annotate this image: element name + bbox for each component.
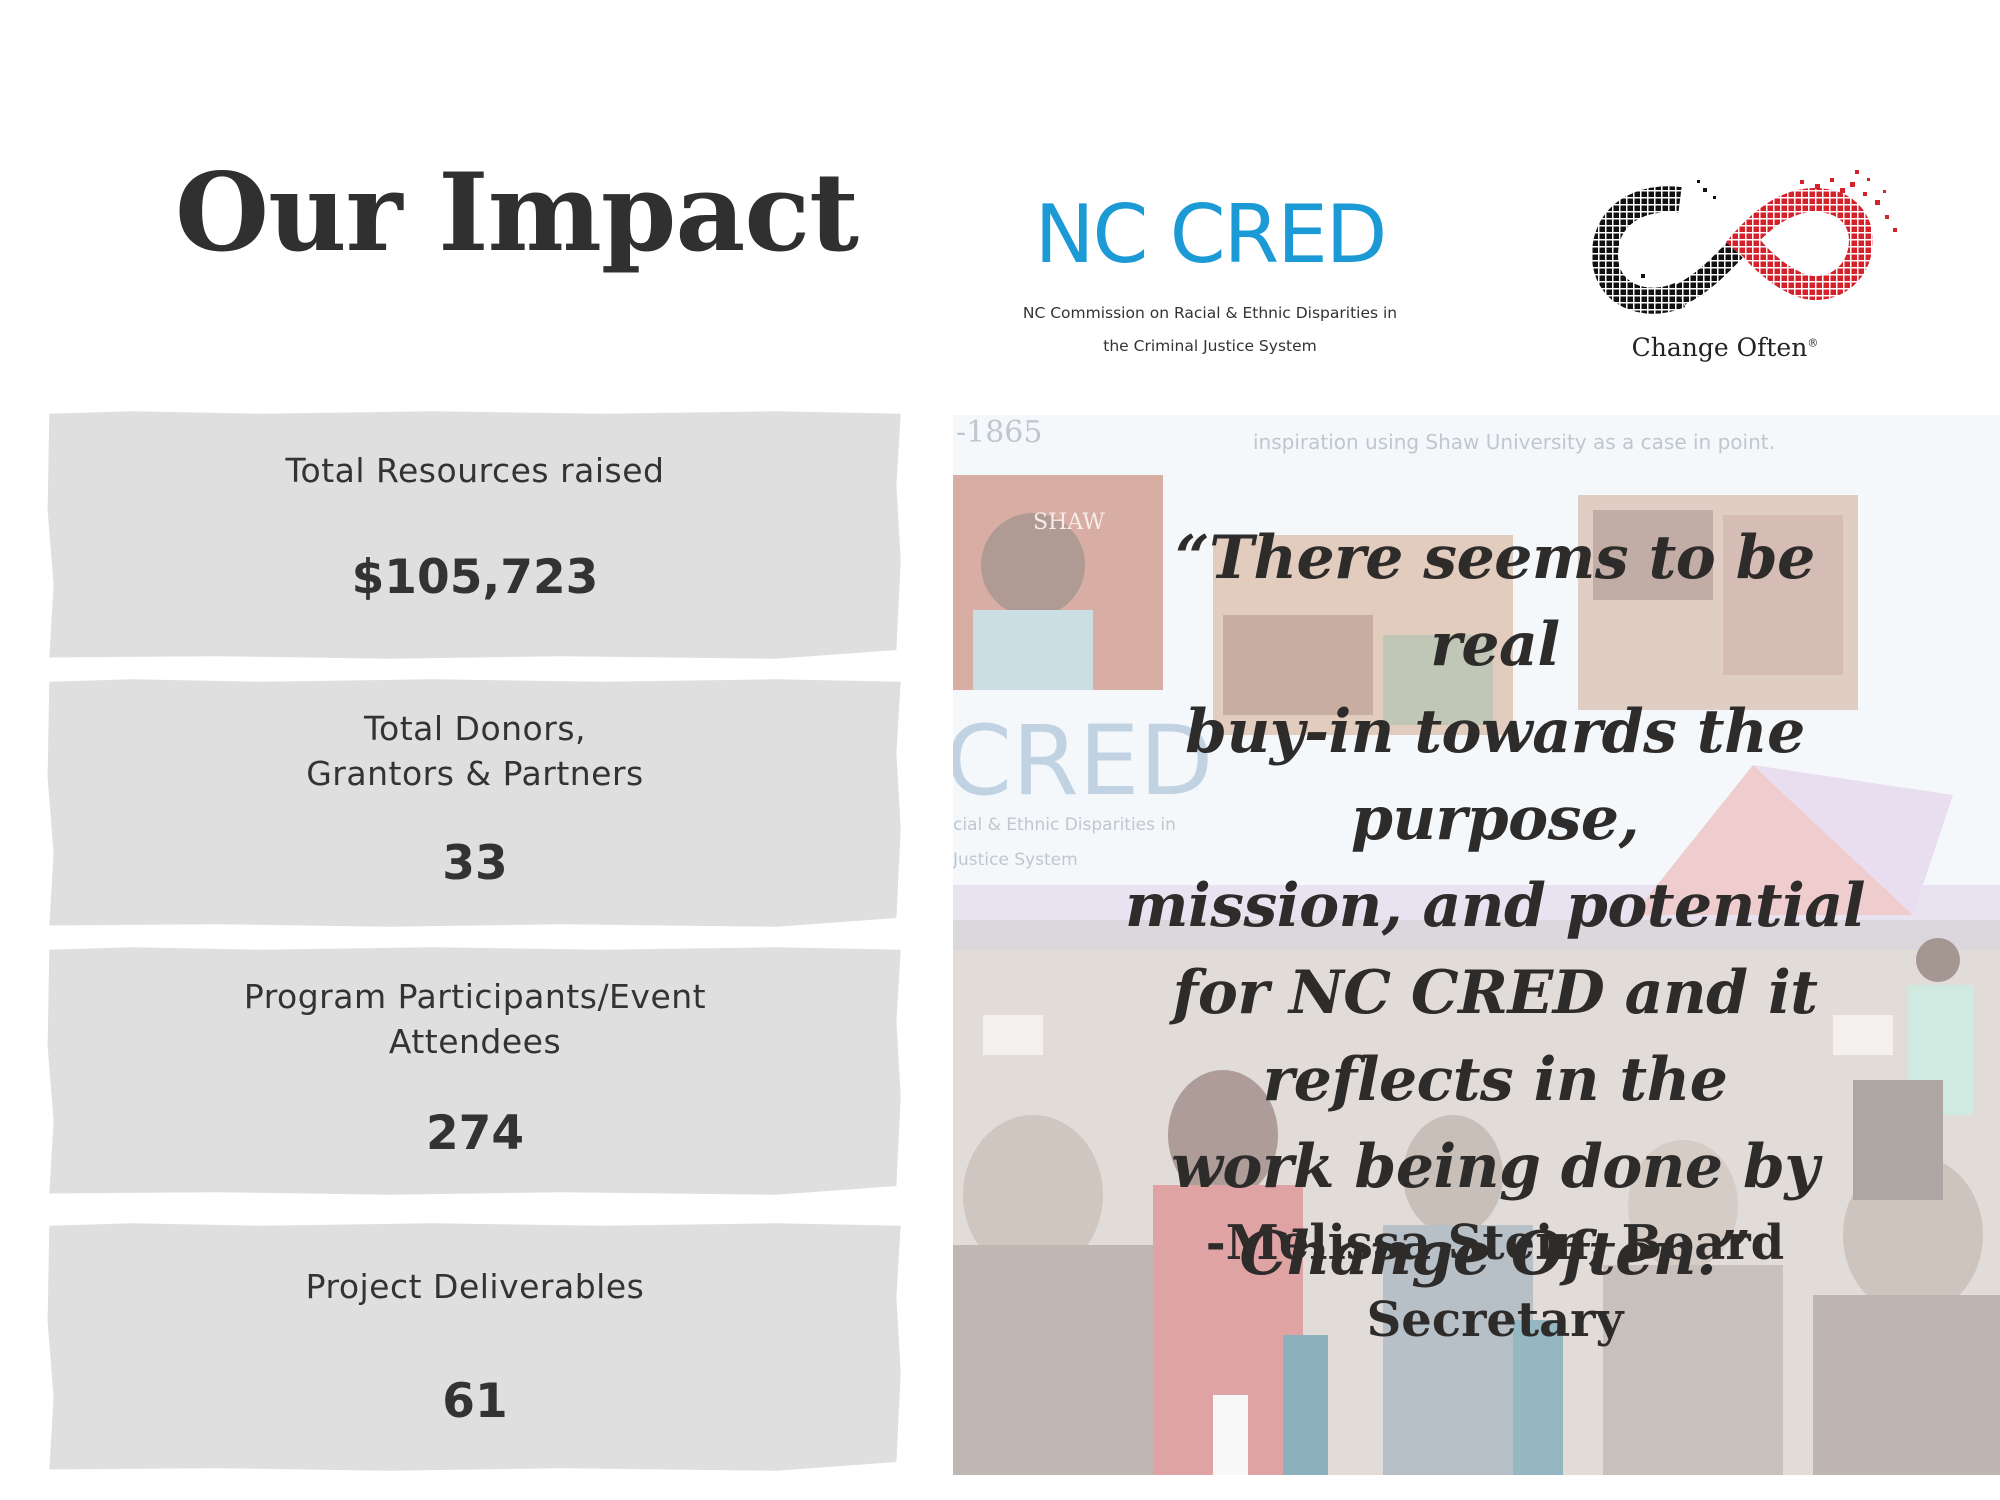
attribution-line-1: -Melissa Stein, Board (1205, 1215, 1785, 1271)
quote-line: Change Often.” (1239, 1219, 1751, 1289)
stat-card-donors: Total Donors, Grantors & Partners 33 (47, 679, 901, 927)
stat-card-deliverables: Project Deliverables 61 (47, 1223, 901, 1471)
slide-subtitle-line-1: cial & Ethnic Disparities in (953, 815, 1176, 835)
stat-label-line-2: Grantors & Partners (306, 754, 644, 793)
slide-subtitle-line-2: Justice System (953, 850, 1078, 870)
stat-label-line-1: Total Donors, (363, 709, 586, 748)
stat-label: Total Resources raised (285, 451, 665, 490)
quote-line: “There seems to be real (1175, 523, 1815, 680)
quote-line: reflects in the (1262, 1045, 1728, 1115)
quote-attribution: -Melissa Stein, Board Secretary (1115, 1205, 1875, 1359)
nccred-logo-subtitle: NC Commission on Racial & Ethnic Dispari… (1000, 297, 1420, 363)
infinity-icon (1591, 170, 1897, 314)
nccred-subtitle-line-1: NC Commission on Racial & Ethnic Dispari… (1022, 304, 1398, 322)
event-photo-scene (953, 415, 2000, 1475)
slide-logo-fragment: CRED (953, 705, 1214, 817)
stat-label-line-1: Program Participants/Event (243, 977, 707, 1016)
stat-card-resources: Total Resources raised $105,723 (47, 411, 901, 659)
stat-value: 33 (442, 836, 508, 891)
photo-overlay (953, 415, 2000, 1475)
slide-caption: inspiration using Shaw University as a c… (1253, 430, 1775, 454)
testimonial-quote: “There seems to be real buy-in towards t… (1115, 515, 1875, 1298)
slide-shaw-label: SHAW (1033, 510, 1105, 535)
stat-value: 61 (442, 1374, 508, 1429)
stat-value: $105,723 (351, 550, 599, 605)
change-often-name: Change Often (1631, 333, 1808, 362)
quote-line: purpose, (1350, 784, 1640, 854)
attribution-line-2: Secretary (1366, 1292, 1624, 1348)
quote-line: mission, and potential (1124, 871, 1866, 941)
nccred-logo-wordmark: NC CRED (1034, 188, 1388, 281)
quote-line: buy-in towards the (1185, 697, 1805, 767)
quote-line: for NC CRED and it (1172, 958, 1818, 1028)
quote-line: work being done by (1171, 1132, 1819, 1202)
stat-value: 274 (425, 1106, 525, 1161)
nccred-logo: NC CRED NC Commission on Racial & Ethnic… (1000, 195, 1420, 363)
stat-card-participants: Program Participants/Event Attendees 274 (47, 947, 901, 1195)
slide-year: -1865 (956, 415, 1043, 450)
nccred-subtitle-line-2: the Criminal Justice System (1103, 337, 1317, 355)
page-title: Our Impact (175, 150, 859, 276)
change-often-logo: Change Often® (1585, 170, 1905, 370)
change-often-wordmark: Change Often® (1585, 333, 1865, 362)
stat-label: Project Deliverables (305, 1267, 645, 1306)
event-photo: -1865 inspiration using Shaw University … (953, 415, 2000, 1475)
stat-label-line-2: Attendees (388, 1022, 562, 1061)
registered-mark: ® (1807, 336, 1819, 350)
